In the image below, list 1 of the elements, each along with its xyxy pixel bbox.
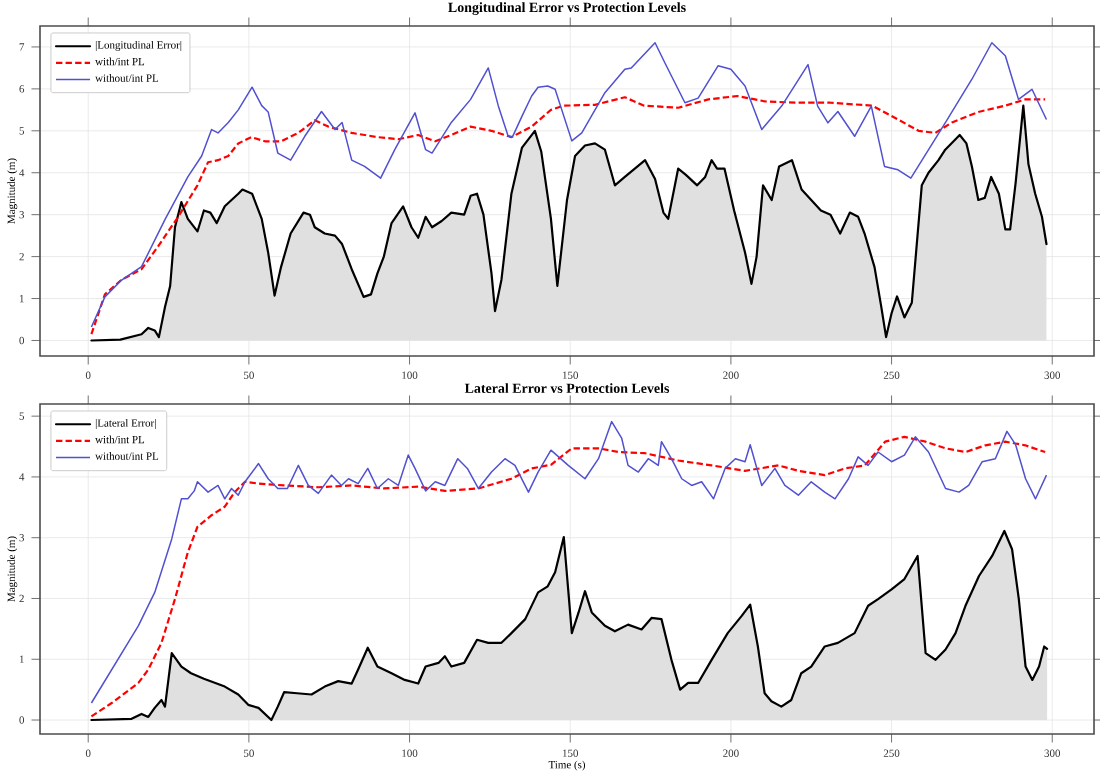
line-series xyxy=(90,42,1048,328)
